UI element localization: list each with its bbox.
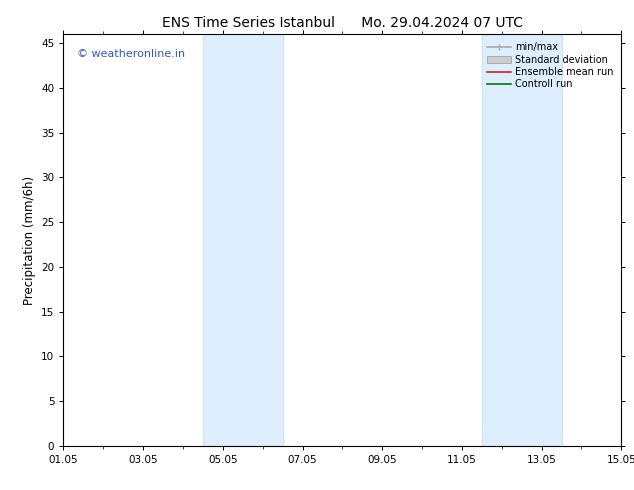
Title: ENS Time Series Istanbul      Mo. 29.04.2024 07 UTC: ENS Time Series Istanbul Mo. 29.04.2024 …: [162, 16, 523, 30]
Bar: [482, 34, 562, 446]
Y-axis label: Precipitation (mm/6h): Precipitation (mm/6h): [23, 175, 36, 305]
Bar: [203, 34, 283, 446]
Legend: min/max, Standard deviation, Ensemble mean run, Controll run: min/max, Standard deviation, Ensemble me…: [484, 39, 616, 92]
Text: © weatheronline.in: © weatheronline.in: [77, 49, 186, 59]
